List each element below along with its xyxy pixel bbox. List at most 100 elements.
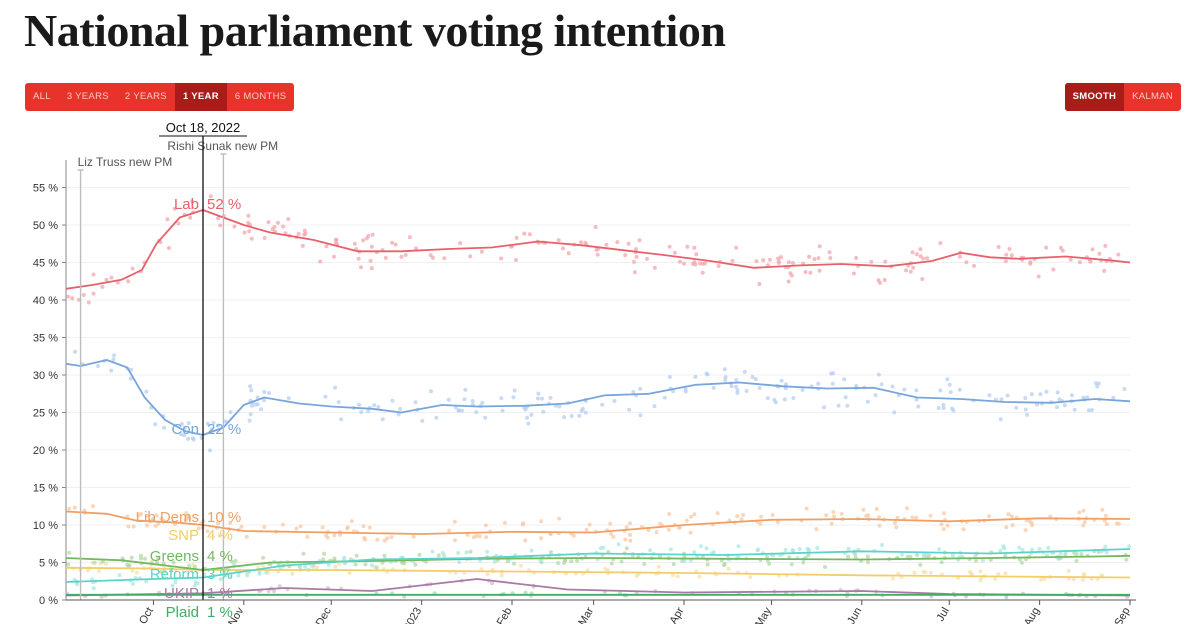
poll-dot bbox=[128, 376, 133, 381]
poll-dot bbox=[446, 397, 451, 402]
poll-dot bbox=[638, 413, 643, 418]
poll-dot bbox=[692, 260, 697, 265]
poll-dot bbox=[779, 378, 784, 383]
poll-dot bbox=[877, 523, 882, 528]
poll-dot bbox=[369, 244, 374, 249]
kalman-button[interactable]: KALMAN bbox=[1132, 91, 1173, 102]
poll-dot bbox=[158, 570, 163, 574]
poll-dot bbox=[920, 277, 925, 281]
poll-dot bbox=[280, 522, 285, 527]
poll-dot bbox=[130, 582, 135, 586]
poll-dot bbox=[296, 231, 301, 236]
poll-dot bbox=[1005, 393, 1010, 398]
poll-dot bbox=[595, 252, 600, 257]
poll-dot bbox=[92, 560, 97, 565]
poll-dot bbox=[601, 545, 606, 550]
range-all-button[interactable]: ALL bbox=[33, 91, 51, 102]
poll-dot bbox=[539, 519, 544, 524]
range-6-months-button[interactable]: 6 MONTHS bbox=[234, 91, 287, 102]
poll-dot bbox=[298, 524, 303, 529]
poll-dot bbox=[628, 521, 632, 526]
poll-dot bbox=[459, 408, 464, 413]
poll-dot bbox=[646, 528, 651, 533]
poll-dot bbox=[816, 256, 821, 261]
poll-dot bbox=[765, 396, 770, 401]
poll-dot bbox=[698, 261, 703, 266]
poll-dot bbox=[134, 570, 139, 575]
range-2-years-button[interactable]: 2 YEARS bbox=[124, 91, 167, 102]
poll-dot bbox=[363, 562, 368, 567]
poll-dot bbox=[70, 296, 75, 301]
poll-dot bbox=[428, 253, 433, 258]
poll-dot bbox=[1004, 252, 1009, 257]
poll-dot bbox=[939, 560, 944, 565]
poll-dot bbox=[948, 390, 953, 395]
poll-dot bbox=[512, 388, 517, 393]
range-3-years-button[interactable]: 3 YEARS bbox=[66, 91, 109, 102]
poll-dot bbox=[249, 236, 254, 241]
poll-dot bbox=[403, 253, 408, 257]
poll-dot bbox=[259, 407, 264, 412]
poll-dot bbox=[829, 521, 834, 526]
poll-dot bbox=[458, 241, 463, 246]
poll-dot bbox=[616, 542, 621, 547]
poll-dot bbox=[600, 402, 605, 407]
poll-dot bbox=[941, 406, 946, 411]
poll-dot bbox=[658, 554, 662, 559]
poll-dot bbox=[981, 558, 985, 563]
poll-dot bbox=[521, 521, 526, 526]
range-1-year-button[interactable]: 1 YEAR bbox=[174, 83, 227, 111]
trend-line-lib-dems bbox=[65, 510, 1131, 535]
poll-dot bbox=[761, 258, 766, 263]
poll-dot bbox=[297, 564, 302, 569]
poll-dot bbox=[556, 561, 561, 565]
poll-dot bbox=[1023, 396, 1028, 401]
poll-dot bbox=[623, 253, 628, 258]
poll-dot bbox=[333, 564, 338, 569]
poll-dot bbox=[1074, 552, 1079, 557]
poll-dot bbox=[334, 240, 338, 245]
poll-dot bbox=[563, 558, 568, 563]
poll-dot bbox=[577, 413, 582, 418]
poll-dot bbox=[726, 566, 731, 571]
poll-dot bbox=[262, 398, 267, 403]
poll-dot bbox=[765, 554, 769, 559]
poll-dot bbox=[915, 553, 920, 557]
poll-dot bbox=[845, 403, 850, 408]
smooth-button[interactable]: SMOOTH bbox=[1064, 83, 1125, 111]
poll-dot bbox=[918, 562, 923, 567]
poll-dot bbox=[768, 257, 772, 262]
poll-dot bbox=[832, 514, 837, 519]
poll-dot bbox=[757, 282, 762, 286]
poll-dot bbox=[923, 570, 928, 575]
poll-dot bbox=[100, 559, 105, 564]
poll-dot bbox=[767, 561, 772, 566]
poll-dot bbox=[376, 405, 381, 409]
poll-dot bbox=[722, 562, 727, 566]
poll-dot bbox=[1038, 392, 1043, 397]
poll-dot bbox=[1017, 557, 1022, 562]
poll-dot bbox=[556, 238, 561, 243]
poll-dot bbox=[211, 420, 216, 425]
poll-dot bbox=[228, 410, 233, 415]
poll-dot bbox=[836, 403, 841, 408]
poll-dot bbox=[145, 513, 150, 518]
poll-dot bbox=[257, 570, 262, 575]
poll-dot bbox=[744, 389, 749, 393]
poll-dot bbox=[286, 217, 291, 222]
poll-dot bbox=[529, 412, 534, 417]
poll-dot bbox=[512, 561, 516, 566]
poll-dot bbox=[682, 261, 686, 266]
poll-dot bbox=[161, 561, 166, 566]
poll-dot bbox=[262, 525, 267, 529]
poll-dot bbox=[816, 381, 821, 386]
poll-dot bbox=[337, 562, 342, 566]
poll-dot bbox=[1082, 520, 1087, 525]
trend-line-ukip bbox=[65, 578, 1131, 597]
poll-dot bbox=[1055, 390, 1060, 395]
poll-dot bbox=[359, 265, 363, 270]
poll-dot bbox=[672, 250, 677, 255]
poll-dot bbox=[921, 554, 926, 559]
y-tick-label: 10 % bbox=[33, 520, 58, 532]
